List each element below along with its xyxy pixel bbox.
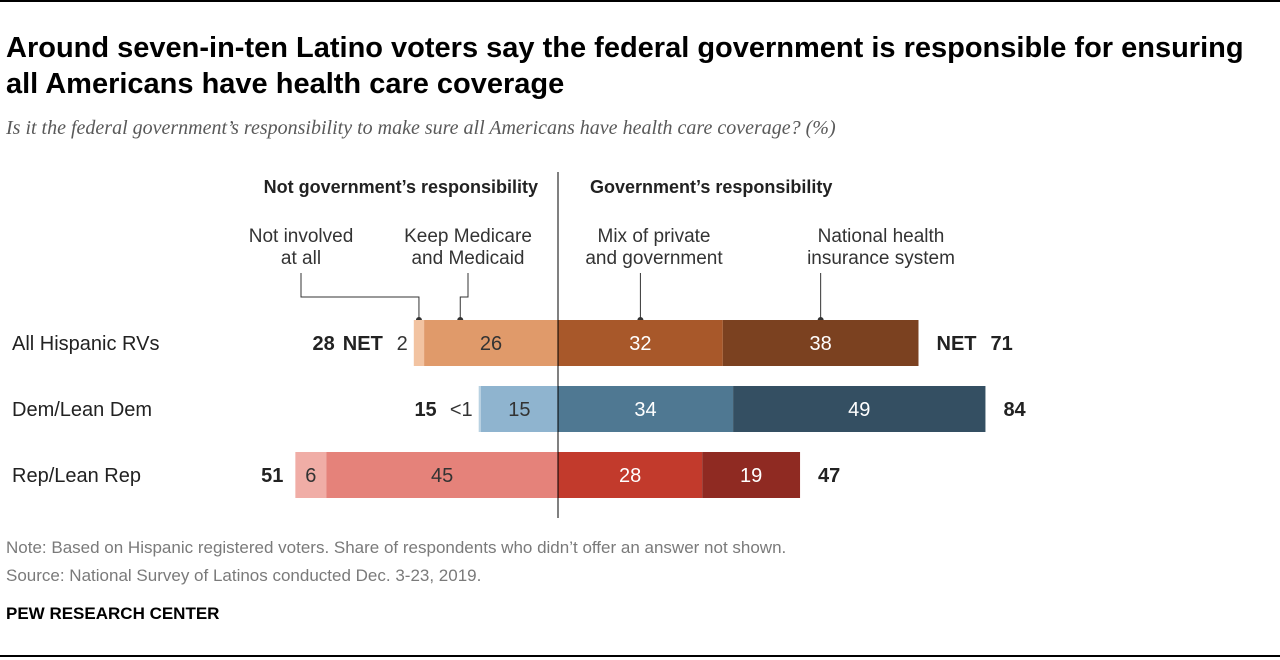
segment-label-not_involved-line1: Not involved: [249, 226, 354, 247]
value-national-row3: 19: [740, 465, 762, 487]
net-word-left-row1: NET: [343, 333, 383, 355]
value-not-involved-row1: 2: [397, 333, 408, 355]
value-national-row1: 38: [810, 333, 832, 355]
value-keep-medicare-row1: 26: [480, 333, 502, 355]
bar-keep-medicare-row2: [480, 386, 558, 432]
bar-national-row3: [702, 452, 801, 498]
bottom-rule: [0, 655, 1280, 657]
bar-mix-row1: [558, 320, 723, 366]
group-heading-left: Not government’s responsibility: [264, 177, 538, 197]
bar-national-row2: [733, 386, 986, 432]
bar-national-row1: [722, 320, 919, 366]
value-mix-row3: 28: [619, 465, 641, 487]
value-keep-medicare-row2: 15: [508, 399, 530, 421]
net-right-row3: 47: [818, 465, 840, 487]
bar-not-involved-row1: [413, 320, 425, 366]
category-label-row3: Rep/Lean Rep: [12, 465, 141, 487]
segment-label-mix-line2: and government: [585, 248, 723, 269]
bar-not-involved-row2: [478, 386, 481, 432]
net-right-row1: 71: [991, 333, 1013, 355]
group-heading-right: Government’s responsibility: [590, 177, 832, 197]
bar-keep-medicare-row3: [326, 452, 558, 498]
segment-label-mix-line1: Mix of private: [598, 226, 711, 247]
segment-label-national-line1: National health: [818, 226, 945, 247]
net-left-row2: 15: [414, 399, 436, 421]
value-mix-row1: 32: [629, 333, 651, 355]
value-mix-row2: 34: [634, 399, 656, 421]
top-rule: [0, 0, 1280, 2]
net-word-right-row1: NET: [937, 333, 977, 355]
segment-label-keep_medicare-line1: Keep Medicare: [404, 226, 532, 247]
segment-label-national-line2: insurance system: [807, 248, 955, 269]
value-national-row2: 49: [848, 399, 870, 421]
bar-mix-row2: [558, 386, 734, 432]
bar-keep-medicare-row1: [424, 320, 558, 366]
segment-label-keep_medicare-line2: and Medicaid: [411, 248, 524, 269]
net-left-row1: 28: [313, 333, 335, 355]
chart-note: Note: Based on Hispanic registered voter…: [6, 538, 787, 557]
bar-mix-row3: [558, 452, 703, 498]
chart-title: Around seven-in-ten Latino voters say th…: [6, 32, 1244, 100]
bar-not-involved-row3: [295, 452, 327, 498]
value-not-involved-row2: <1: [450, 399, 473, 421]
value-not-involved-row3: 6: [305, 465, 316, 487]
segment-label-not_involved-line2: at all: [281, 248, 321, 269]
chart-canvas: Not government’s responsibility Governmen…: [12, 172, 1027, 518]
category-label-row1: All Hispanic RVs: [12, 333, 159, 355]
category-label-row2: Dem/Lean Dem: [12, 399, 152, 421]
leader-line-not_involved: [300, 273, 420, 320]
net-left-row3: 51: [261, 465, 283, 487]
net-right-row2: 84: [1003, 399, 1026, 421]
value-keep-medicare-row3: 45: [431, 465, 453, 487]
leader-line-keep_medicare: [459, 273, 469, 320]
brand-label: PEW RESEARCH CENTER: [6, 604, 220, 623]
chart-subtitle: Is it the federal government’s responsib…: [6, 117, 836, 139]
chart-source: Source: National Survey of Latinos condu…: [6, 566, 482, 585]
